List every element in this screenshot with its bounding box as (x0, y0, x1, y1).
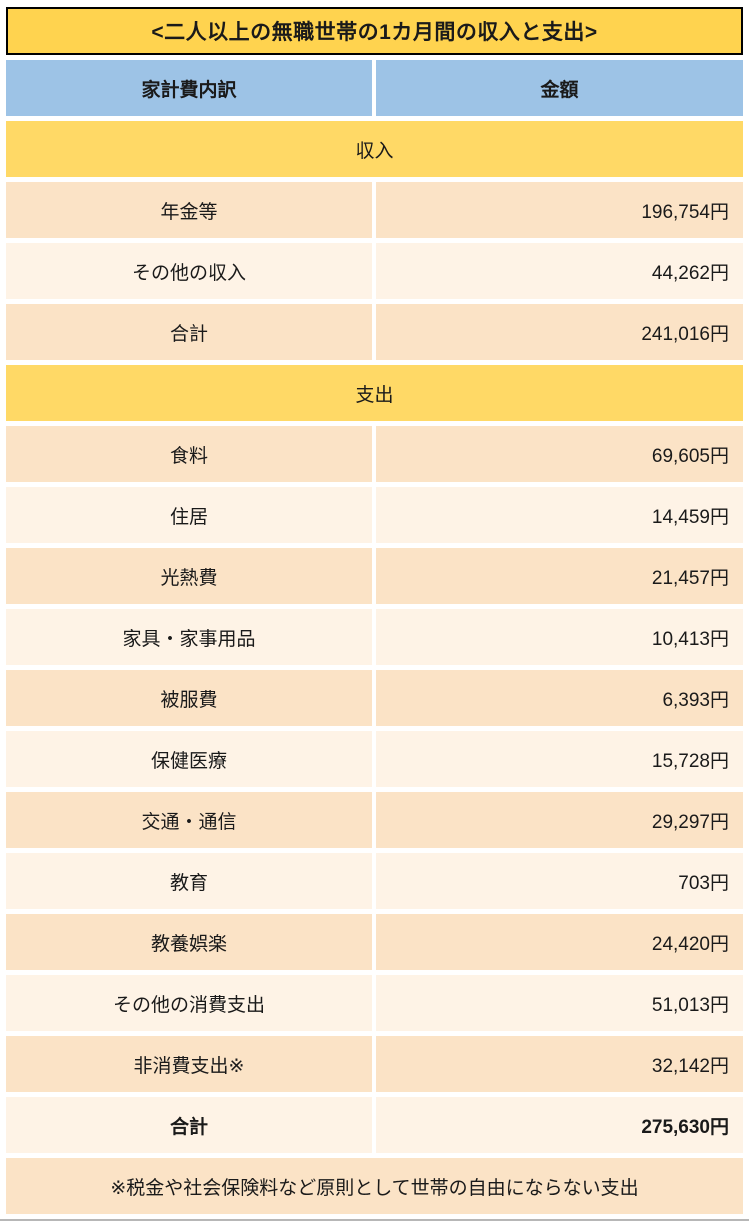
row-amount: 29,297円 (376, 792, 743, 848)
row-amount: 24,420円 (376, 914, 743, 970)
table-row-income-pension: 年金等 196,754円 (6, 182, 743, 238)
column-header-item: 家計費内訳 (6, 60, 372, 116)
table-row-expense-transport: 交通・通信 29,297円 (6, 792, 743, 848)
table-row-expense-food: 食料 69,605円 (6, 426, 743, 482)
row-amount: 44,262円 (376, 243, 743, 299)
row-amount: 275,630円 (376, 1097, 743, 1153)
column-header-amount: 金額 (376, 60, 743, 116)
table-row-expense-education: 教育 703円 (6, 853, 743, 909)
header-row: 家計費内訳 金額 (6, 60, 743, 116)
section-header-expense: 支出 (6, 365, 743, 421)
row-amount: 703円 (376, 853, 743, 909)
row-item-label: 合計 (6, 1097, 372, 1153)
row-amount: 21,457円 (376, 548, 743, 604)
row-amount: 15,728円 (376, 731, 743, 787)
table-row-expense-furniture: 家具・家事用品 10,413円 (6, 609, 743, 665)
row-item-label: 交通・通信 (6, 792, 372, 848)
row-amount: 51,013円 (376, 975, 743, 1031)
table-row-expense-other-consumption: その他の消費支出 51,013円 (6, 975, 743, 1031)
table-row-expense-medical: 保健医療 15,728円 (6, 731, 743, 787)
row-amount: 241,016円 (376, 304, 743, 360)
table-row-expense-utilities: 光熱費 21,457円 (6, 548, 743, 604)
table-footnote: ※税金や社会保険料など原則として世帯の自由にならない支出 (6, 1158, 743, 1214)
table-row-income-total: 合計 241,016円 (6, 304, 743, 360)
row-item-label: 教育 (6, 853, 372, 909)
row-item-label: 教養娯楽 (6, 914, 372, 970)
row-item-label: 住居 (6, 487, 372, 543)
row-item-label: 合計 (6, 304, 372, 360)
section-header-income: 収入 (6, 121, 743, 177)
row-item-label: 光熱費 (6, 548, 372, 604)
row-item-label: その他の収入 (6, 243, 372, 299)
row-item-label: その他の消費支出 (6, 975, 372, 1031)
row-item-label: 年金等 (6, 182, 372, 238)
table-row-income-other: その他の収入 44,262円 (6, 243, 743, 299)
row-amount: 10,413円 (376, 609, 743, 665)
row-item-label: 食料 (6, 426, 372, 482)
table-title: <二人以上の無職世帯の1カ月間の収入と支出> (6, 7, 743, 55)
table-row-expense-total: 合計 275,630円 (6, 1097, 743, 1153)
row-amount: 196,754円 (376, 182, 743, 238)
row-amount: 32,142円 (376, 1036, 743, 1092)
row-item-label: 非消費支出※ (6, 1036, 372, 1092)
row-item-label: 家具・家事用品 (6, 609, 372, 665)
table-row-expense-recreation: 教養娯楽 24,420円 (6, 914, 743, 970)
table-row-expense-clothing: 被服費 6,393円 (6, 670, 743, 726)
table-row-expense-housing: 住居 14,459円 (6, 487, 743, 543)
row-item-label: 被服費 (6, 670, 372, 726)
row-amount: 6,393円 (376, 670, 743, 726)
row-amount: 14,459円 (376, 487, 743, 543)
row-item-label: 保健医療 (6, 731, 372, 787)
table-row-expense-non-consumption: 非消費支出※ 32,142円 (6, 1036, 743, 1092)
row-amount: 69,605円 (376, 426, 743, 482)
